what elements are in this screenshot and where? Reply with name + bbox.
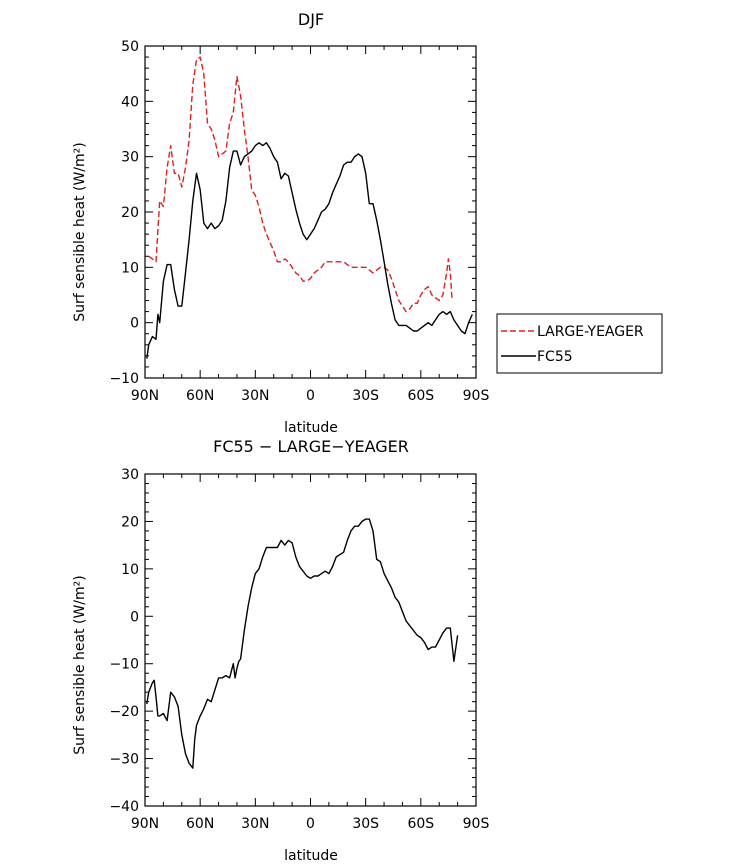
legend-label-large-yeager: LARGE-YEAGER [537,324,644,340]
series-line-large-yeager [148,56,453,313]
y-tick-label: −30 [109,752,139,768]
x-tick-label: 90N [131,388,159,404]
x-tick-label: 60S [407,816,434,832]
axes: 90N 60N 30N 0 30S 60S 90S −40 −30 −20 −10 0 10 20 30 [109,467,489,832]
chart-difference: FC55 − LARGE−YEAGER 90N 60N 30N 0 30S 60S 90S −… [72,437,489,864]
x-tick-label: 60N [186,816,214,832]
y-axis-label: Surf sensible heat (W/m²) [72,142,88,321]
y-tick-label: 30 [121,467,139,483]
x-tick-label: 90S [463,816,490,832]
plot-frame [144,473,477,807]
y-tick-label: 30 [121,150,139,166]
y-tick-label: 20 [121,205,139,221]
series-group [146,518,459,769]
x-tick-label: 30S [352,816,379,832]
y-tick-label: 50 [121,39,139,55]
legend-label-fc55: FC55 [537,349,573,365]
y-tick-label: −40 [109,799,139,815]
x-axis-label: latitude [284,420,338,436]
y-tick-label: −10 [109,371,139,387]
y-tick-label: 10 [121,562,139,578]
chart-title: FC55 − LARGE−YEAGER [213,437,409,456]
y-tick-label: −20 [109,704,139,720]
y-tick-label: 40 [121,94,139,110]
x-tick-label: 30N [241,388,269,404]
y-tick-label: −10 [109,657,139,673]
y-tick-label: 0 [130,609,139,625]
x-axis-label: latitude [284,848,338,864]
chart-djf: DJF 90N 60N 30N 0 30S 60S 90S −10 0 10 20 30 40 50 la… [72,10,663,436]
legend: LARGE-YEAGER FC55 [496,313,663,374]
y-tick-label: 10 [121,260,139,276]
x-tick-label: 0 [306,388,315,404]
x-tick-label: 0 [306,816,315,832]
legend-box [496,313,663,374]
x-tick-label: 30N [241,816,269,832]
y-tick-label: 20 [121,514,139,530]
x-tick-label: 60N [186,388,214,404]
y-tick-label: 0 [130,316,139,332]
x-tick-label: 90S [463,388,490,404]
series-line-fc55 [146,142,473,359]
series-line-difference [146,518,459,769]
x-tick-label: 90N [131,816,159,832]
axes: 90N 60N 30N 0 30S 60S 90S −10 0 10 20 30 40 50 [109,39,489,404]
x-tick-label: 60S [407,388,434,404]
plot-frame [144,45,477,379]
series-group [146,56,473,359]
y-axis-label: Surf sensible heat (W/m²) [72,575,88,754]
x-tick-label: 30S [352,388,379,404]
chart-title: DJF [298,10,324,29]
